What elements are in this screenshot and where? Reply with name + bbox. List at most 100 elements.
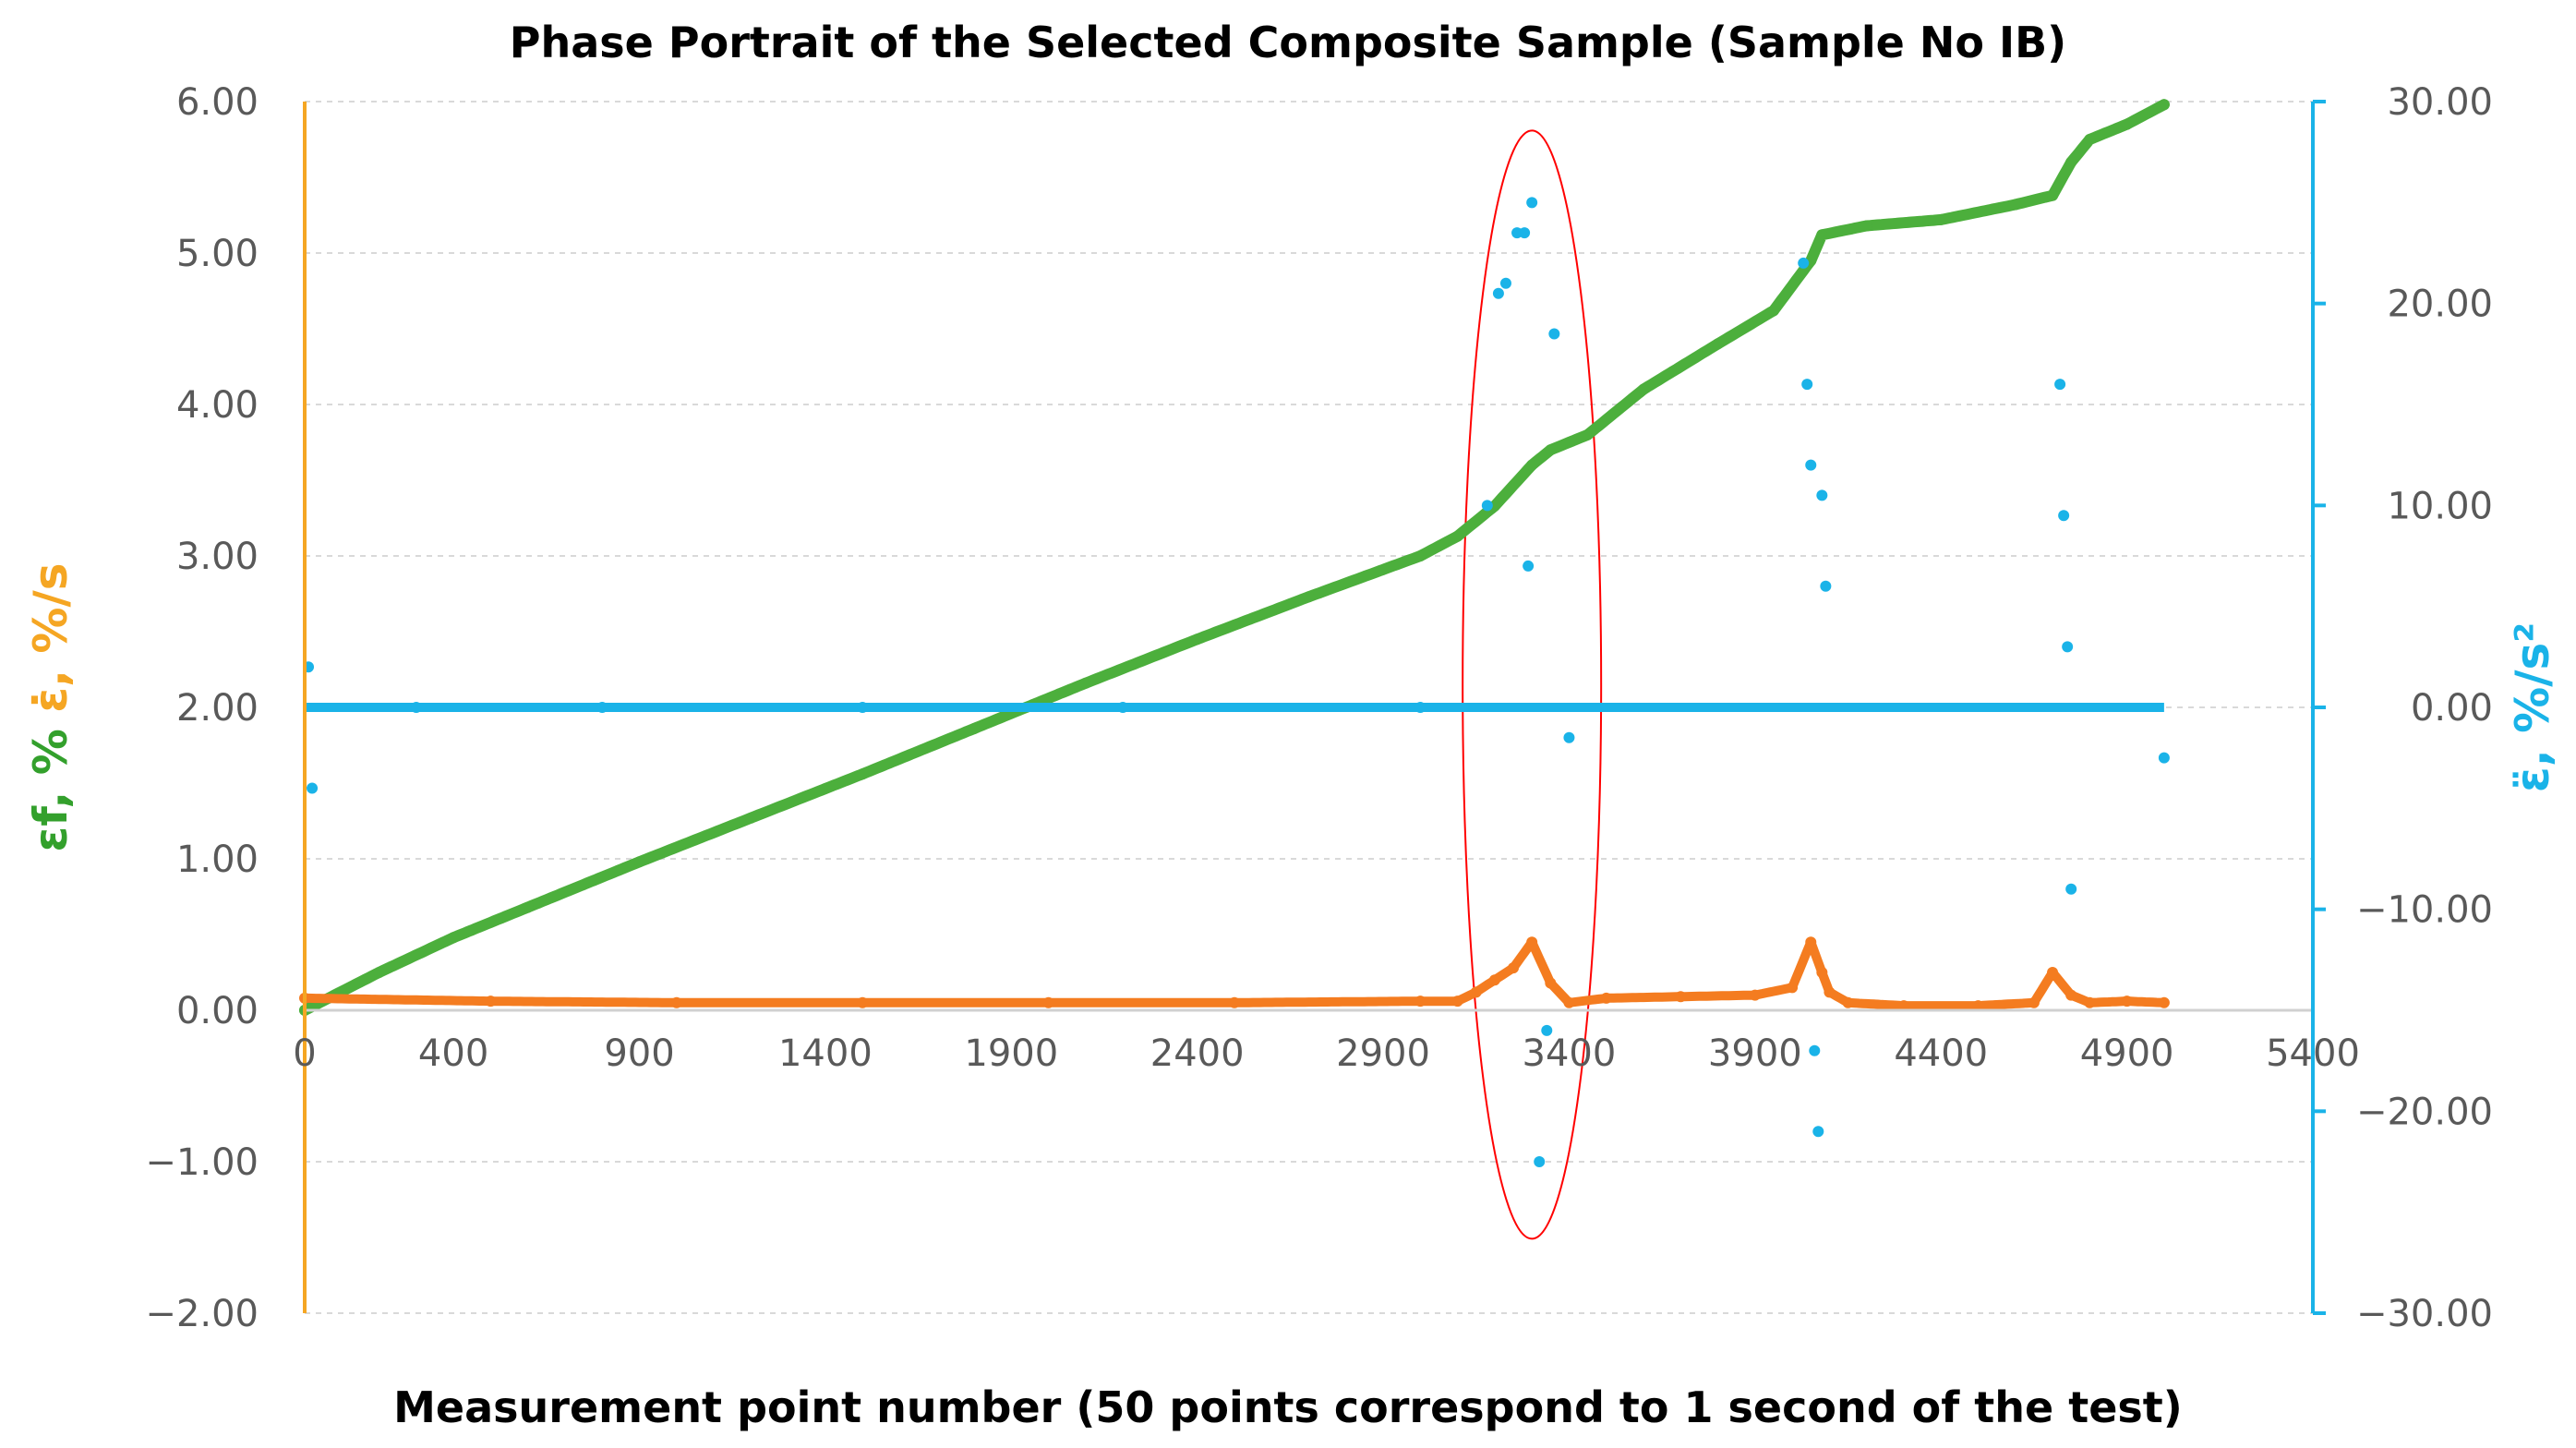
strain-acceleration-point — [1816, 489, 1828, 501]
strain-point — [448, 932, 460, 944]
strain-rate-series — [299, 936, 2170, 1012]
x-axis-label: Measurement point number (50 points corr… — [393, 1382, 2183, 1432]
strain-rate-point — [2158, 996, 2170, 1008]
strain-rate-point — [1842, 996, 1854, 1008]
strain-point — [1767, 305, 1779, 317]
strain-acceleration-point — [1805, 459, 1817, 471]
strain-rate-point — [1228, 996, 1240, 1008]
x-tick-label: 2400 — [1150, 1032, 1245, 1075]
strain-rate-point — [2065, 989, 2077, 1001]
strain-axis-label: εf, % — [24, 729, 78, 851]
strain-acceleration-point — [1519, 227, 1531, 239]
right-y-tick-labels: 30.00 20.00 10.00 0.00 −10.00 −20.00 −30.00 — [2356, 81, 2493, 1335]
strain-series — [299, 99, 2170, 1016]
right-y-axis-label: ε̈, %/s² — [2506, 622, 2559, 792]
strain-acceleration-point — [1534, 1156, 1546, 1167]
strain-acceleration-point — [2062, 641, 2074, 653]
strain-rate-point — [1414, 996, 1426, 1008]
strain-acceleration-point — [2158, 752, 2170, 764]
strain-acceleration-point — [1801, 379, 1813, 391]
left-y-tick-label: −1.00 — [145, 1141, 259, 1184]
strain-acceleration-point — [1492, 287, 1504, 299]
x-tick-label: 3900 — [1708, 1032, 1802, 1075]
strain-rate-point — [1508, 962, 1520, 974]
strain-rate-point — [485, 996, 497, 1008]
strain-point — [745, 812, 757, 824]
strain-point — [633, 856, 645, 868]
strain-rate-point — [1787, 982, 1799, 994]
strain-rate-point — [2084, 996, 2096, 1008]
x-tick-label: 0 — [293, 1032, 316, 1075]
strain-rate-point — [1824, 986, 1836, 998]
strain-point — [1638, 383, 1649, 395]
x-tick-label: 3400 — [1523, 1032, 1617, 1075]
strain-rate-point — [1526, 936, 1538, 948]
strain-acceleration-point — [2054, 379, 2066, 391]
chart-title: Phase Portrait of the Selected Composite… — [510, 18, 2066, 67]
strain-rate-point — [1470, 986, 1482, 998]
strain-rate-point — [1042, 996, 1054, 1008]
strain-acceleration-point — [1481, 500, 1493, 512]
x-tick-labels: 0 400 900 1400 1900 2400 2900 3400 3900 4400 4900 5… — [293, 1032, 2360, 1075]
left-y-tick-label: 0.00 — [176, 990, 259, 1032]
strain-rate-point — [857, 996, 869, 1008]
left-y-tick-label: 3.00 — [176, 536, 259, 578]
x-tick-label: 4400 — [1894, 1032, 1988, 1075]
right-y-tick-label: 10.00 — [2387, 485, 2493, 527]
strain-acceleration-point — [1541, 1024, 1553, 1036]
strain-point — [2158, 99, 2170, 111]
strain-rate-point — [1563, 996, 1575, 1008]
strain-acceleration-point — [2058, 510, 2070, 522]
strain-acceleration-point — [857, 702, 869, 713]
left-y-tick-label: 5.00 — [176, 233, 259, 275]
strain-point — [1712, 338, 1724, 350]
left-y-tick-label: 4.00 — [176, 384, 259, 427]
strain-acceleration-point — [1526, 197, 1538, 209]
strain-point — [373, 967, 385, 978]
strain-point — [1935, 213, 1947, 225]
strain-rate-axis-label: ε̇, %/s — [24, 562, 78, 729]
x-tick-label: 1400 — [778, 1032, 873, 1075]
strain-acceleration-point — [410, 702, 422, 713]
strain-rate-point — [670, 996, 682, 1008]
right-y-tick-label: 30.00 — [2387, 81, 2493, 124]
x-tick-label: 2900 — [1336, 1032, 1430, 1075]
right-y-tick-label: −20.00 — [2356, 1091, 2493, 1133]
left-y-tick-label: 1.00 — [176, 839, 259, 881]
strain-point — [1303, 591, 1315, 603]
axis-titles: εf, % ε̇, %/s ε̈, %/s² — [24, 562, 2559, 851]
strain-acceleration-point — [2065, 883, 2077, 895]
strain-acceleration-point — [1809, 1044, 1821, 1056]
right-y-tick-label: −10.00 — [2356, 889, 2493, 932]
left-y-tick-labels: 6.00 5.00 4.00 3.00 2.00 1.00 0.00 −1.00 −2.00 — [145, 81, 259, 1335]
strain-point — [1526, 459, 1538, 471]
right-y-tick-label: −30.00 — [2356, 1293, 2493, 1335]
strain-acceleration-point — [1563, 731, 1575, 743]
strain-rate-point — [2047, 967, 2059, 978]
strain-point — [2121, 118, 2133, 130]
strain-acceleration-point — [1812, 1126, 1824, 1138]
x-tick-label: 400 — [418, 1032, 488, 1075]
strain-acceleration-point — [596, 702, 608, 713]
strain-point — [857, 768, 869, 780]
strain-rate-point — [1816, 967, 1828, 978]
strain-point — [1545, 444, 1557, 456]
strain-rate-point — [1805, 936, 1817, 948]
strain-acceleration-point — [1548, 328, 1560, 340]
strain-point — [2084, 134, 2096, 145]
strain-point — [1191, 634, 1203, 646]
strain-rate-curve — [304, 937, 2165, 1011]
strain-point — [2009, 199, 2021, 211]
strain-rate-point — [1675, 991, 1687, 1003]
strain-point — [2047, 189, 2059, 201]
left-y-tick-label: 2.00 — [176, 687, 259, 730]
strain-acceleration-point — [1414, 702, 1426, 713]
strain-point — [1860, 220, 1872, 232]
left-y-axis-label: εf, % ε̇, %/s — [24, 562, 78, 851]
strain-curve — [299, 99, 2170, 1016]
strain-rate-point — [1488, 974, 1500, 986]
right-y-tick-label: 0.00 — [2411, 687, 2493, 730]
strain-rate-point — [2028, 996, 2040, 1008]
strain-rate-point — [1972, 1000, 1984, 1012]
